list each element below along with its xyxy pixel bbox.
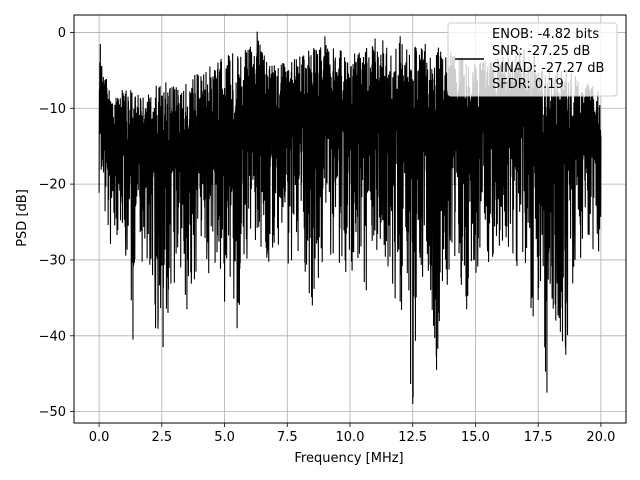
x-tick-label: 20.0: [586, 430, 615, 445]
axis-ticks: 0.0 2.5 5.0 7.5 10.0 12.5 15.0 17.5 20.0 0 −10 −20 −…: [39, 26, 616, 445]
y-axis-label: PSD [dB]: [15, 189, 30, 247]
x-tick-label: 5.0: [214, 430, 235, 445]
x-tick-label: 10.0: [336, 430, 365, 445]
y-tick-label: −40: [39, 329, 66, 344]
x-axis-label: Frequency [MHz]: [294, 451, 403, 466]
y-tick-label: −30: [39, 253, 66, 268]
x-tick-label: 0.0: [89, 430, 110, 445]
legend-entry: SNR: -27.25 dB: [492, 44, 590, 59]
y-tick-label: 0: [58, 26, 66, 41]
legend-box: [447, 22, 618, 97]
legend: ENOB: -4.82 bits SNR: -27.25 dB SINAD: -…: [447, 22, 618, 97]
x-tick-label: 7.5: [277, 430, 298, 445]
x-tick-label: 15.0: [461, 430, 490, 445]
legend-entry: SFDR: 0.19: [492, 77, 564, 92]
y-tick-label: −50: [39, 405, 66, 420]
legend-entry: ENOB: -4.82 bits: [492, 27, 599, 42]
y-tick-label: −20: [39, 178, 66, 193]
x-tick-label: 2.5: [151, 430, 172, 445]
x-tick-label: 12.5: [398, 430, 427, 445]
y-tick-label: −10: [39, 102, 66, 117]
legend-entry: SINAD: -27.27 dB: [492, 61, 604, 76]
x-tick-label: 17.5: [524, 430, 553, 445]
